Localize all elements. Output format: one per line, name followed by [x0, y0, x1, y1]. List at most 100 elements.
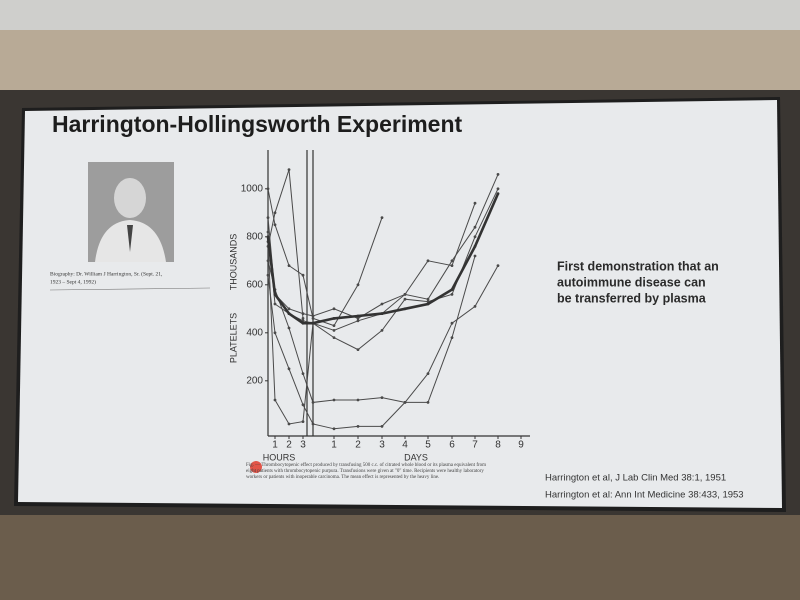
point — [332, 398, 336, 402]
point — [266, 230, 270, 234]
point — [450, 336, 454, 339]
point — [450, 259, 454, 263]
point — [311, 401, 315, 404]
point — [356, 348, 360, 351]
x-tick-label: 5 — [425, 440, 431, 451]
point — [266, 259, 270, 263]
point — [266, 235, 270, 239]
series-line — [267, 203, 476, 319]
x-tick-label: 4 — [402, 440, 408, 451]
x-label: HOURS — [263, 452, 296, 462]
y-label: PLATELETS — [228, 313, 238, 363]
x-label: DAYS — [404, 452, 428, 462]
point — [287, 422, 291, 426]
point — [473, 245, 477, 248]
point — [473, 254, 477, 258]
point — [473, 225, 477, 229]
series-line — [267, 255, 476, 403]
point — [380, 216, 384, 220]
point — [496, 192, 500, 196]
screen — [18, 100, 782, 508]
point — [311, 321, 315, 325]
point — [273, 302, 277, 306]
statement: autoimmune disease can — [557, 275, 706, 289]
point — [311, 317, 315, 320]
point — [403, 293, 407, 296]
point — [266, 216, 270, 220]
point — [266, 187, 270, 191]
x-tick-label: 2 — [355, 440, 361, 451]
point — [403, 401, 407, 404]
point — [496, 187, 500, 191]
point — [301, 372, 305, 375]
point — [266, 273, 270, 277]
x-tick-label: 2 — [286, 440, 292, 451]
portrait-tie — [127, 225, 133, 252]
point — [332, 336, 336, 339]
point — [426, 302, 430, 306]
point — [356, 317, 360, 320]
point — [273, 398, 277, 402]
point — [496, 173, 500, 176]
point — [273, 293, 277, 296]
point — [332, 317, 336, 320]
point — [426, 372, 430, 375]
point — [287, 307, 291, 311]
point — [403, 307, 407, 311]
photo-caption: 1923 – Sept 4, 1992) — [50, 278, 96, 285]
point — [332, 307, 336, 311]
portrait-face — [114, 178, 146, 218]
y-label: THOUSANDS — [228, 234, 238, 291]
point — [356, 314, 360, 318]
x-tick-label: 9 — [518, 440, 524, 451]
point — [450, 264, 454, 267]
x-tick-label: 7 — [472, 440, 478, 451]
point — [380, 329, 384, 332]
statement: be transferred by plasma — [557, 291, 707, 305]
point — [380, 312, 384, 315]
y-tick-label: 600 — [246, 279, 263, 290]
reference: Harrington et al, J Lab Clin Med 38:1, 1… — [545, 473, 726, 484]
point — [426, 297, 430, 301]
point — [301, 273, 305, 277]
point — [356, 283, 360, 287]
x-tick-label: 6 — [449, 440, 455, 451]
x-tick-label: 3 — [379, 440, 385, 451]
y-tick-label: 800 — [246, 231, 263, 242]
point — [450, 321, 454, 325]
point — [380, 425, 384, 428]
point — [356, 425, 360, 428]
point — [301, 317, 305, 320]
point — [332, 324, 336, 327]
point — [287, 326, 291, 330]
point — [301, 403, 305, 407]
rule — [49, 287, 211, 291]
point — [287, 312, 291, 315]
point — [450, 288, 454, 291]
point — [473, 235, 477, 239]
point — [403, 297, 407, 301]
point — [473, 305, 477, 308]
point — [496, 264, 500, 267]
laser-dot — [250, 461, 262, 473]
point — [287, 367, 291, 371]
photo-caption: Biography: Dr. William J Harrington, Sr.… — [50, 270, 163, 277]
point — [311, 314, 315, 318]
x-tick-label: 8 — [495, 440, 501, 451]
point — [273, 331, 277, 335]
series-line — [267, 169, 304, 319]
x-tick-label: 1 — [331, 440, 337, 451]
x-tick-label: 3 — [300, 440, 306, 451]
point — [450, 293, 454, 296]
point — [380, 302, 384, 306]
point — [426, 259, 430, 263]
reference: Harrington et al: Ann Int Medicine 38:43… — [545, 490, 744, 501]
point — [356, 398, 360, 402]
y-tick-label: 200 — [246, 375, 263, 386]
point — [287, 168, 291, 172]
point — [311, 422, 315, 426]
figure-caption: Fig. — Thrombocytopenic effect produced … — [246, 463, 487, 480]
